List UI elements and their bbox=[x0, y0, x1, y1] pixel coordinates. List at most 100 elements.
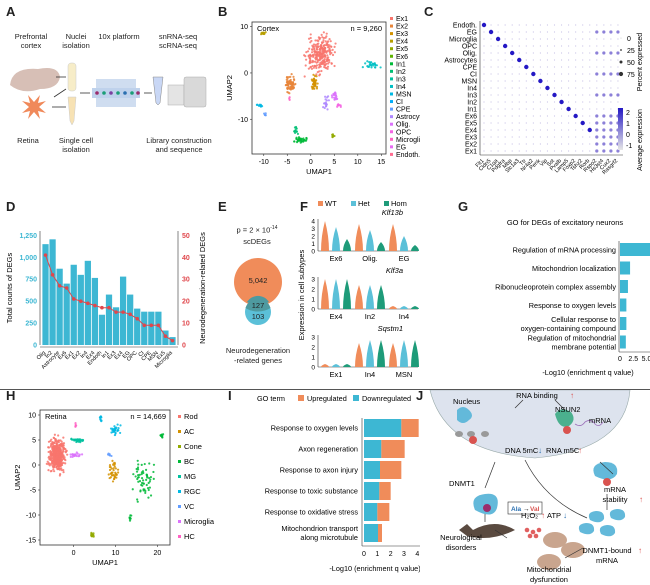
data-point bbox=[49, 457, 52, 460]
dot bbox=[582, 45, 584, 47]
data-point bbox=[325, 35, 328, 38]
dot bbox=[532, 136, 534, 138]
data-point bbox=[319, 52, 322, 56]
data-point bbox=[148, 480, 151, 483]
data-point bbox=[313, 47, 316, 50]
data-point bbox=[57, 434, 60, 437]
violin bbox=[411, 245, 419, 251]
dot bbox=[617, 80, 619, 82]
cell-count: n = 14,669 bbox=[130, 412, 166, 421]
nsun2-label: NSUN2 bbox=[555, 405, 580, 414]
group-label: EG bbox=[399, 254, 410, 263]
dot bbox=[532, 87, 534, 89]
dot bbox=[532, 45, 534, 47]
dot bbox=[504, 122, 506, 124]
data-point bbox=[110, 467, 113, 470]
data-point bbox=[136, 459, 139, 462]
dot bbox=[560, 38, 563, 40]
data-point bbox=[113, 425, 116, 428]
venn-scdegs-circle bbox=[234, 258, 282, 306]
nucleus-label: Nucleus bbox=[453, 397, 480, 406]
dot bbox=[490, 45, 492, 47]
mito-icons bbox=[537, 532, 585, 570]
dot bbox=[488, 29, 494, 35]
x-tick-label: -10 bbox=[259, 159, 269, 166]
line-point bbox=[100, 305, 104, 310]
dot bbox=[539, 94, 541, 96]
data-point bbox=[113, 429, 116, 432]
data-point bbox=[108, 463, 112, 467]
y-tick-label: 0 bbox=[32, 463, 36, 470]
dot bbox=[504, 38, 506, 40]
dot bbox=[490, 59, 492, 61]
data-point bbox=[375, 64, 379, 67]
line-point bbox=[93, 303, 97, 308]
data-point bbox=[322, 36, 325, 40]
data-point bbox=[152, 477, 155, 480]
violin bbox=[366, 340, 374, 367]
legend-swatch bbox=[390, 130, 393, 134]
dot bbox=[539, 66, 541, 68]
legend-label: CI bbox=[396, 99, 403, 106]
data-point bbox=[256, 103, 259, 106]
data-point bbox=[321, 48, 324, 51]
dot bbox=[525, 94, 527, 96]
dot bbox=[511, 122, 513, 124]
legend-label: Microglia bbox=[396, 137, 420, 144]
data-point bbox=[293, 78, 296, 82]
retina-icon bbox=[22, 95, 46, 119]
data-point bbox=[59, 451, 62, 454]
size-legend-label: 50 bbox=[627, 60, 635, 67]
data-point bbox=[330, 94, 334, 97]
data-point bbox=[140, 473, 143, 476]
dot bbox=[596, 45, 598, 47]
size-legend-dot bbox=[618, 71, 624, 77]
data-point bbox=[304, 58, 308, 61]
dot bbox=[546, 136, 549, 138]
data-point bbox=[297, 137, 300, 140]
data-point bbox=[326, 108, 329, 111]
legend-swatch bbox=[390, 69, 393, 73]
data-point bbox=[312, 77, 316, 80]
x-tick-label: 15 bbox=[377, 159, 385, 166]
dot bbox=[490, 108, 492, 110]
dot bbox=[497, 94, 499, 96]
dot bbox=[616, 149, 620, 153]
dot bbox=[582, 31, 584, 33]
legend-swatch bbox=[390, 145, 393, 149]
data-point bbox=[50, 461, 53, 465]
bar-downregulated bbox=[364, 419, 402, 437]
data-point bbox=[113, 427, 117, 430]
line-point bbox=[121, 310, 125, 314]
neuro-disorder-label1: Neurological bbox=[440, 533, 482, 542]
data-point bbox=[316, 39, 319, 42]
neuro-disorder-label2: disorders bbox=[446, 543, 477, 552]
data-point bbox=[313, 64, 316, 68]
dot bbox=[546, 45, 549, 47]
dot bbox=[596, 38, 598, 40]
dot bbox=[504, 73, 506, 75]
violin bbox=[343, 279, 351, 309]
data-point bbox=[50, 454, 53, 457]
dot bbox=[497, 108, 499, 110]
data-point bbox=[59, 444, 62, 447]
dot bbox=[490, 115, 492, 117]
legend-label: Cone bbox=[184, 442, 202, 451]
data-point bbox=[320, 55, 323, 58]
dot bbox=[511, 108, 513, 110]
data-point bbox=[62, 442, 66, 445]
bar-upregulated bbox=[380, 461, 402, 479]
category-label: Response to oxygen levels bbox=[529, 301, 617, 310]
group-label: Olig. bbox=[362, 254, 377, 263]
data-point bbox=[59, 447, 62, 450]
dot bbox=[490, 101, 492, 103]
data-point bbox=[52, 446, 55, 449]
legend-label: Downregulated bbox=[362, 394, 411, 403]
data-point bbox=[372, 64, 375, 67]
dot bbox=[595, 30, 599, 34]
y-tick-label: 0 bbox=[311, 365, 315, 372]
x-tick-label: 0 bbox=[309, 159, 313, 166]
dot bbox=[510, 50, 515, 56]
data-point bbox=[304, 64, 307, 67]
line-point bbox=[43, 253, 48, 257]
